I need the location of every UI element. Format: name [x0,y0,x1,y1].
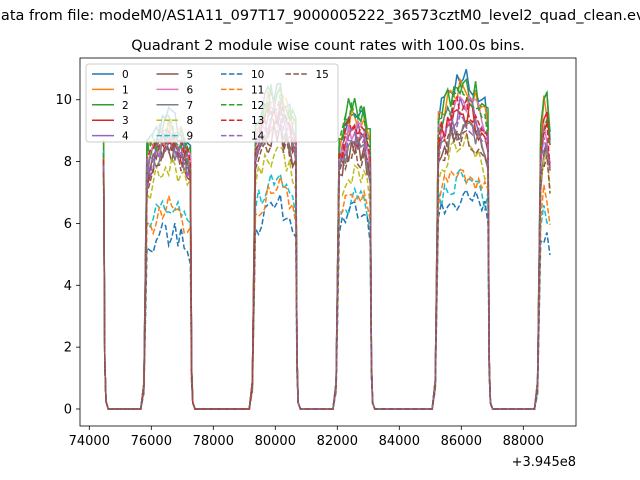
legend-label-4: 4 [122,131,129,143]
legend-label-2: 2 [122,100,129,112]
legend-label-11: 11 [251,84,264,96]
series-layer [102,68,551,410]
legend-label-9: 9 [187,131,194,143]
series-line-15 [102,121,551,410]
plot-area-frame [79,57,577,427]
series-line-11 [102,158,551,410]
series-line-13 [102,94,551,410]
x-tick-label: 88000 [503,434,544,449]
legend-label-10: 10 [251,69,264,81]
y-axis: 0 2 4 6 8 10 [55,93,80,417]
series-line-7 [102,115,551,410]
x-tick-label: 78000 [193,434,234,449]
series-line-10 [102,154,551,410]
legend-frame [85,63,339,143]
x-tick-label: 82000 [317,434,358,449]
x-axis: 74000 76000 78000 80000 82000 84000 86000 88000 [69,426,544,449]
y-tick-label: 10 [55,93,72,108]
x-tick-label: 84000 [379,434,420,449]
legend-label-14: 14 [251,131,265,143]
legend-label-3: 3 [122,115,129,127]
x-tick-label: 76000 [131,434,172,449]
series-line-8 [102,131,551,410]
x-tick-label: 80000 [255,434,296,449]
y-tick-label: 4 [64,279,72,294]
legend-label-12: 12 [251,100,264,112]
legend-label-5: 5 [187,69,194,81]
legend-label-0: 0 [122,69,129,81]
legend-label-8: 8 [187,115,194,127]
x-offset-label: +3.945e8 [512,455,576,470]
chart-title: Quadrant 2 module wise count rates with … [131,38,525,54]
legend-label-6: 6 [187,84,194,96]
y-tick-label: 2 [64,341,72,356]
y-tick-label: 0 [64,402,72,417]
x-tick-label: 86000 [441,434,482,449]
figure-suptitle: Data from file: modeM0/AS1A11_097T17_900… [0,8,640,24]
legend-label-1: 1 [122,84,129,96]
legend-label-15: 15 [316,69,329,81]
series-line-5 [102,120,551,410]
y-tick-label: 6 [64,217,72,232]
x-tick-label: 74000 [69,434,110,449]
legend-label-13: 13 [251,115,264,127]
y-tick-label: 8 [64,155,72,170]
series-line-9 [102,150,551,410]
legend-label-7: 7 [187,100,194,112]
